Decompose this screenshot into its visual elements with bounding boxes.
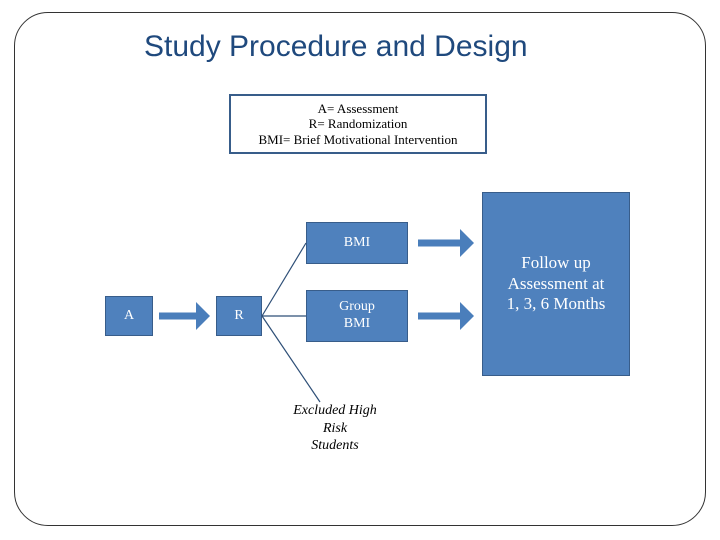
node-label: Follow up xyxy=(521,253,590,273)
node-label: R xyxy=(234,308,243,325)
node-label: BMI xyxy=(344,235,370,252)
excluded-line: Students xyxy=(270,437,400,455)
slide-title: Study Procedure and Design xyxy=(144,30,528,64)
excluded-text: Excluded High Risk Students xyxy=(270,402,400,455)
slide: Study Procedure and Design A= Assessment… xyxy=(0,0,720,540)
node-label: 1, 3, 6 Months xyxy=(507,294,606,314)
legend-line: BMI= Brief Motivational Intervention xyxy=(258,132,457,148)
node-a: A xyxy=(105,296,153,336)
node-followup: Follow up Assessment at 1, 3, 6 Months xyxy=(482,192,630,376)
legend-box: A= Assessment R= Randomization BMI= Brie… xyxy=(229,94,487,154)
node-bmi: BMI xyxy=(306,222,408,264)
legend-line: R= Randomization xyxy=(309,116,408,132)
node-r: R xyxy=(216,296,262,336)
node-label: Assessment at xyxy=(508,274,605,294)
node-label: A xyxy=(124,308,134,325)
excluded-line: Risk xyxy=(270,420,400,438)
node-label: Group xyxy=(339,299,375,316)
node-group-bmi: Group BMI xyxy=(306,290,408,342)
legend-line: A= Assessment xyxy=(318,101,399,117)
node-label: BMI xyxy=(344,316,370,333)
excluded-line: Excluded High xyxy=(270,402,400,420)
